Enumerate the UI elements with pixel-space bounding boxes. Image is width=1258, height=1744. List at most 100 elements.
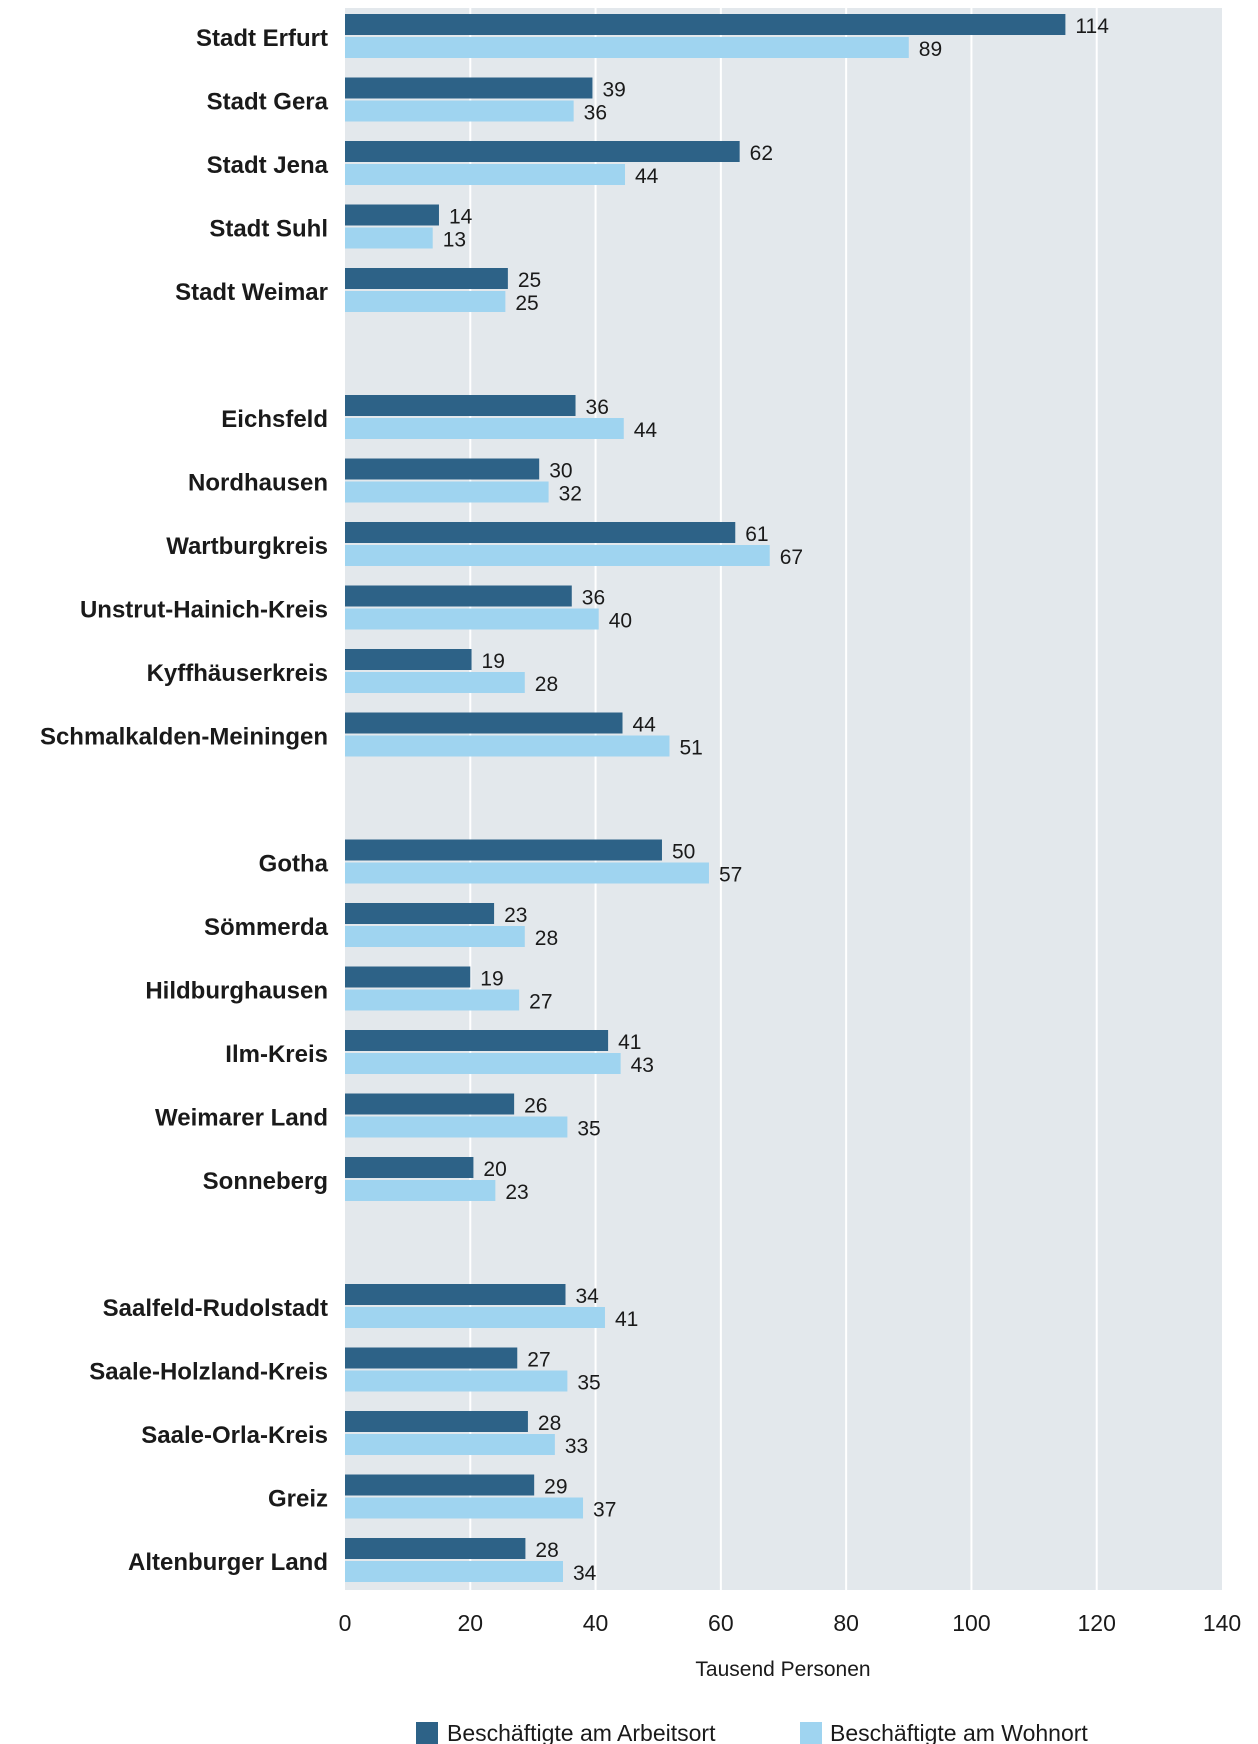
category-label: Wartburgkreis xyxy=(166,533,328,560)
x-tick-label: 100 xyxy=(952,1610,990,1636)
category-label: Sonneberg xyxy=(203,1168,328,1195)
bar-arbeitsort-nordhausen xyxy=(345,458,540,480)
value-label: 41 xyxy=(615,1308,638,1331)
category-label: Stadt Erfurt xyxy=(196,25,328,52)
bar-wohnort-altenburger-land xyxy=(345,1561,563,1582)
bar-wohnort-schmalkalden-meiningen xyxy=(345,735,670,757)
bar-wohnort-stadt-jena xyxy=(345,164,626,185)
x-axis-ticks: 0 20 40 60 80 100 120 140 xyxy=(339,1610,1242,1636)
value-label: 44 xyxy=(634,419,658,442)
category-label: Saalfeld-Rudolstadt xyxy=(103,1295,328,1322)
bar-arbeitsort-gotha xyxy=(345,839,662,861)
value-label: 33 xyxy=(565,1435,588,1458)
category-label: Unstrut-Hainich-Kreis xyxy=(80,597,328,624)
value-label: 20 xyxy=(483,1158,506,1181)
legend: Beschäftigte am Arbeitsort Beschäftigte … xyxy=(416,1720,1088,1744)
bar-arbeitsort-hildburghausen xyxy=(345,966,471,988)
category-label: Gotha xyxy=(259,851,329,878)
value-label: 25 xyxy=(518,269,541,292)
bar-wohnort-gotha xyxy=(345,862,709,884)
value-label: 36 xyxy=(582,587,605,610)
category-label: Sömmerda xyxy=(204,914,329,941)
bar-arbeitsort-weimarer-land xyxy=(345,1093,515,1115)
category-label: Stadt Jena xyxy=(207,152,329,179)
category-label: Saale-Orla-Kreis xyxy=(141,1422,328,1449)
bar-wohnort-stadt-gera xyxy=(345,100,574,122)
category-label: Hildburghausen xyxy=(145,978,328,1005)
value-label: 62 xyxy=(750,142,773,165)
bar-arbeitsort-stadt-erfurt xyxy=(345,14,1066,35)
bar-wohnort-saale-orla-kreis xyxy=(345,1434,555,1455)
category-label: Altenburger Land xyxy=(128,1549,328,1576)
bar-wohnort-stadt-suhl xyxy=(345,227,433,249)
bar-arbeitsort-stadt-jena xyxy=(345,141,740,162)
bar-arbeitsort-saale-holzland-kreis xyxy=(345,1347,518,1369)
category-label: Kyffhäuserkreis xyxy=(147,660,328,687)
value-label: 89 xyxy=(919,38,942,61)
category-label: Eichsfeld xyxy=(221,406,328,433)
value-label: 28 xyxy=(535,1539,558,1562)
x-axis-title: Tausend Personen xyxy=(695,1658,870,1681)
bars: 1148939366244141325253644303261673640192… xyxy=(345,14,1109,1585)
value-label: 40 xyxy=(609,610,632,633)
bar-wohnort-nordhausen xyxy=(345,481,549,503)
bar-wohnort-hildburghausen xyxy=(345,989,520,1011)
x-tick-label: 20 xyxy=(457,1610,483,1636)
category-label: Schmalkalden-Meiningen xyxy=(40,724,328,751)
bar-arbeitsort-eichsfeld xyxy=(345,395,576,416)
bar-wohnort-ilm-kreis xyxy=(345,1053,621,1074)
value-label: 13 xyxy=(443,229,466,252)
bar-arbeitsort-wartburgkreis xyxy=(345,522,736,543)
value-label: 14 xyxy=(449,206,473,229)
value-label: 27 xyxy=(529,991,552,1014)
bar-wohnort-eichsfeld xyxy=(345,418,624,439)
value-label: 37 xyxy=(593,1499,616,1522)
x-tick-label: 40 xyxy=(583,1610,609,1636)
bar-wohnort-saale-holzland-kreis xyxy=(345,1370,568,1392)
bar-arbeitsort-saalfeld-rudolstadt xyxy=(345,1284,566,1305)
legend-label-arbeitsort: Beschäftigte am Arbeitsort xyxy=(447,1720,716,1744)
value-label: 36 xyxy=(584,102,607,125)
value-label: 28 xyxy=(538,1412,561,1435)
legend-swatch-arbeitsort xyxy=(416,1722,438,1744)
category-label: Stadt Weimar xyxy=(175,279,328,306)
bar-arbeitsort-kyffhäuserkreis xyxy=(345,649,472,670)
category-labels: Stadt Erfurt Stadt Gera Stadt Jena Stadt Su… xyxy=(40,25,329,1576)
bar-arbeitsort-greiz xyxy=(345,1474,535,1496)
category-label: Greiz xyxy=(268,1486,328,1513)
x-tick-label: 0 xyxy=(339,1610,352,1636)
value-label: 28 xyxy=(535,673,558,696)
value-label: 43 xyxy=(631,1054,654,1077)
value-label: 34 xyxy=(576,1285,600,1308)
value-label: 35 xyxy=(577,1372,600,1395)
value-label: 35 xyxy=(577,1118,600,1141)
category-label: Weimarer Land xyxy=(155,1105,328,1132)
category-label: Ilm-Kreis xyxy=(225,1041,328,1068)
value-label: 44 xyxy=(635,165,659,188)
value-label: 19 xyxy=(482,650,505,673)
bar-wohnort-unstrut-hainich-kreis xyxy=(345,608,599,630)
value-label: 28 xyxy=(535,927,558,950)
value-label: 67 xyxy=(780,546,803,569)
x-tick-label: 60 xyxy=(708,1610,734,1636)
bar-wohnort-sonneberg xyxy=(345,1180,496,1201)
bar-arbeitsort-unstrut-hainich-kreis xyxy=(345,585,572,607)
bar-arbeitsort-altenburger-land xyxy=(345,1538,526,1559)
bar-wohnort-stadt-erfurt xyxy=(345,37,909,58)
bar-wohnort-weimarer-land xyxy=(345,1116,568,1138)
bar-arbeitsort-stadt-suhl xyxy=(345,204,439,226)
category-label: Saale-Holzland-Kreis xyxy=(89,1359,328,1386)
value-label: 39 xyxy=(602,79,625,102)
value-label: 51 xyxy=(679,737,702,760)
bar-arbeitsort-stadt-gera xyxy=(345,77,593,99)
value-label: 41 xyxy=(618,1031,641,1054)
x-tick-label: 120 xyxy=(1078,1610,1116,1636)
x-tick-label: 140 xyxy=(1203,1610,1241,1636)
bar-arbeitsort-stadt-weimar xyxy=(345,268,508,289)
bar-wohnort-saalfeld-rudolstadt xyxy=(345,1307,605,1328)
value-label: 23 xyxy=(504,904,527,927)
bar-wohnort-wartburgkreis xyxy=(345,545,770,566)
category-label: Stadt Suhl xyxy=(209,216,328,243)
bar-arbeitsort-schmalkalden-meiningen xyxy=(345,712,623,734)
